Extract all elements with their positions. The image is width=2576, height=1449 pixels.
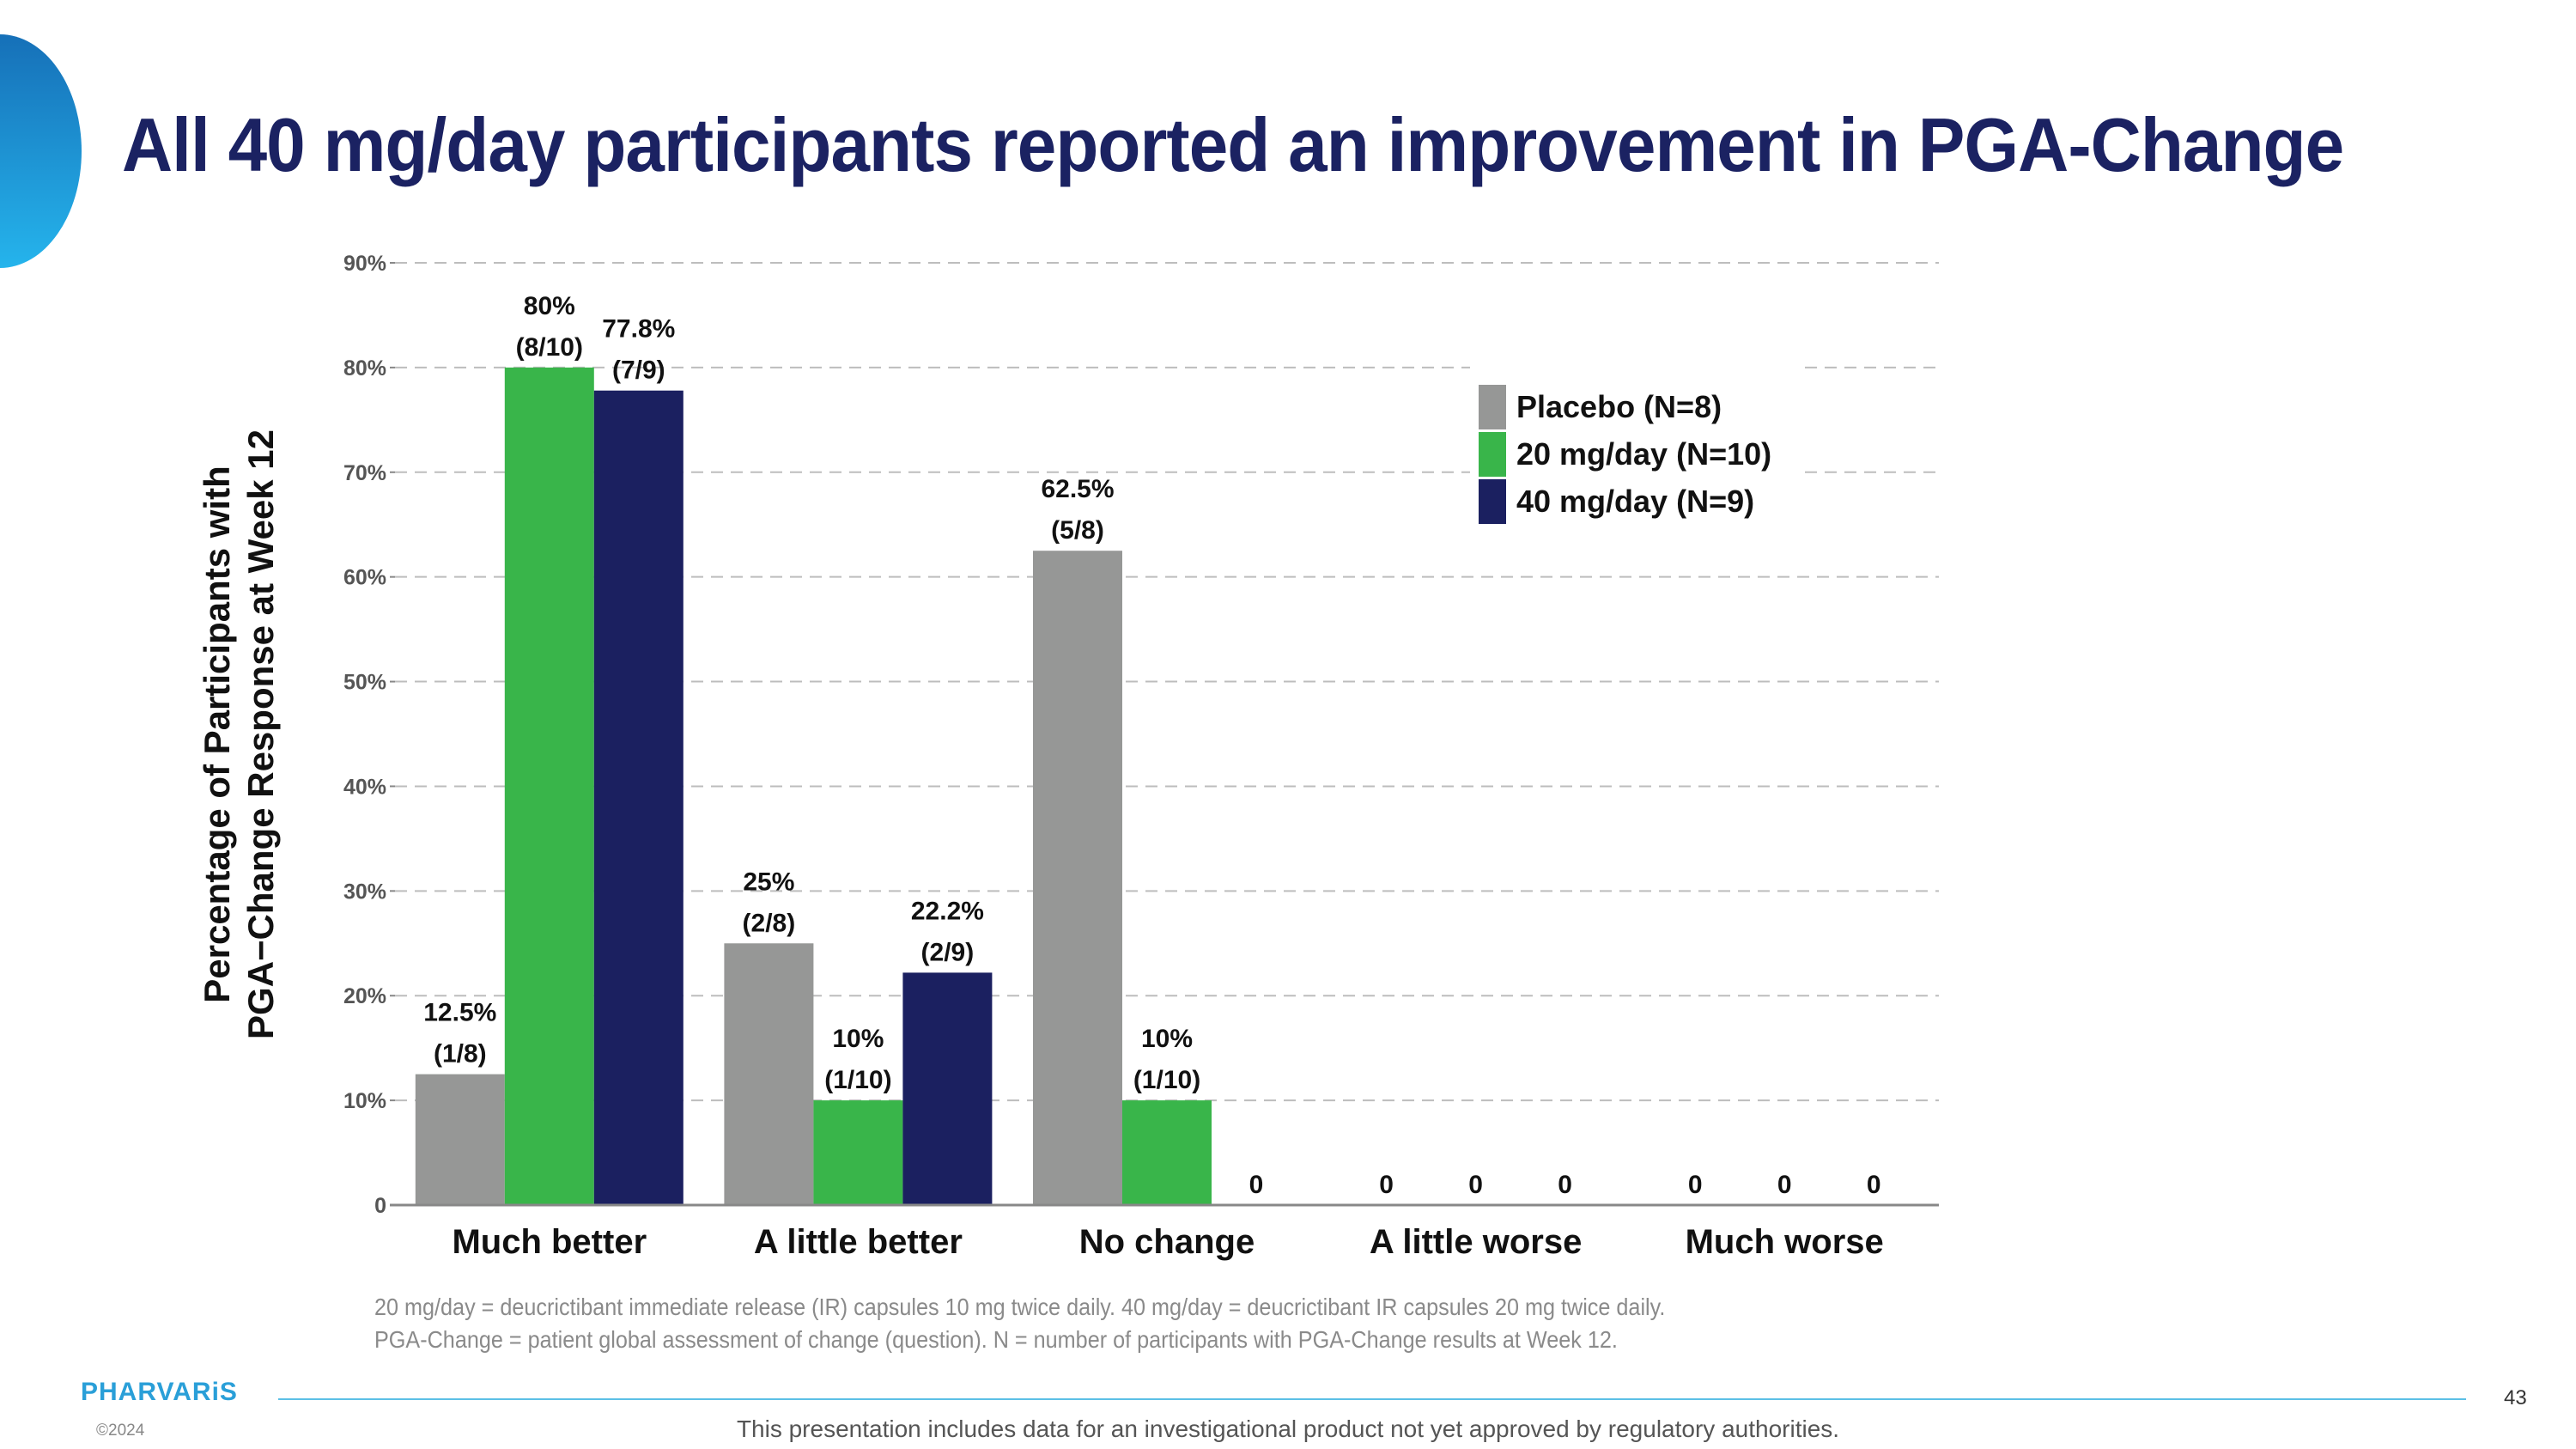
legend-swatch (1479, 385, 1506, 429)
decorative-corner-arc (0, 34, 82, 268)
footnote-line-2: PGA-Change = patient global assessment o… (374, 1326, 1618, 1353)
data-label-percent: 12.5% (423, 999, 496, 1027)
data-label-percent: 62.5% (1041, 475, 1114, 503)
bar (813, 1100, 903, 1205)
y-tick-label: 40% (343, 775, 386, 799)
y-axis-label-line-1: Percentage of Participants with (197, 466, 237, 1003)
data-label-count: (2/9) (921, 938, 975, 966)
data-label-zero: 0 (1867, 1171, 1881, 1199)
slide-title: All 40 mg/day participants reported an i… (122, 102, 2344, 187)
data-label-count: (8/10) (516, 333, 583, 362)
data-label-percent: 22.2% (911, 897, 984, 925)
y-tick-label: 30% (343, 880, 386, 904)
y-tick-label: 80% (343, 356, 386, 381)
copyright: ©2024 (96, 1422, 145, 1440)
y-tick-label: 50% (343, 671, 386, 695)
data-label-count: (1/10) (1133, 1066, 1200, 1094)
company-logo: PHARVARiS (81, 1378, 238, 1406)
x-tick-label: No change (1079, 1223, 1255, 1261)
footnote-line-1: 20 mg/day = deucrictibant immediate rele… (374, 1294, 1666, 1320)
y-tick-label: 70% (343, 461, 386, 485)
bar (902, 972, 993, 1205)
legend-label: 20 mg/day (N=10) (1516, 436, 1771, 472)
disclaimer: This presentation includes data for an i… (736, 1416, 1840, 1442)
y-axis-label-line-2: PGA−Change Response at Week 12 (240, 429, 281, 1039)
legend-swatch (1479, 479, 1506, 524)
y-tick-label: 20% (343, 984, 386, 1008)
data-label-zero: 0 (1558, 1171, 1572, 1199)
bar (504, 367, 594, 1205)
y-tick-label: 60% (343, 566, 386, 590)
data-label-count: (1/10) (824, 1066, 891, 1094)
y-tick-label: 10% (343, 1089, 386, 1113)
legend-label: Placebo (N=8) (1516, 389, 1722, 424)
legend-swatch (1479, 432, 1506, 477)
x-tick-label: Much better (452, 1223, 647, 1261)
legend-label: 40 mg/day (N=9) (1516, 484, 1754, 519)
data-label-count: (2/8) (743, 909, 796, 937)
data-label-zero: 0 (1249, 1171, 1264, 1199)
bar (593, 390, 683, 1205)
data-label-count: (7/9) (612, 356, 665, 385)
x-tick-label: A little better (754, 1223, 963, 1261)
footer-divider (278, 1398, 2466, 1400)
data-label-zero: 0 (1688, 1171, 1703, 1199)
bar (1033, 551, 1122, 1205)
data-label-count: (5/8) (1051, 516, 1104, 545)
bar (1122, 1100, 1212, 1205)
data-label-percent: 10% (832, 1025, 884, 1053)
bar (415, 1074, 505, 1205)
data-label-percent: 25% (743, 868, 794, 896)
y-tick-label: 90% (343, 252, 386, 276)
y-tick-label: 0 (374, 1194, 386, 1218)
x-tick-label: Much worse (1686, 1223, 1884, 1261)
data-label-zero: 0 (1379, 1171, 1394, 1199)
page-number: 43 (2504, 1386, 2527, 1409)
x-tick-label: A little worse (1370, 1223, 1582, 1261)
data-label-percent: 80% (524, 292, 575, 320)
bar (724, 943, 814, 1205)
data-label-percent: 77.8% (602, 315, 675, 344)
data-label-count: (1/8) (434, 1040, 487, 1068)
data-label-zero: 0 (1468, 1171, 1483, 1199)
data-label-zero: 0 (1777, 1171, 1792, 1199)
data-label-percent: 10% (1141, 1025, 1193, 1053)
